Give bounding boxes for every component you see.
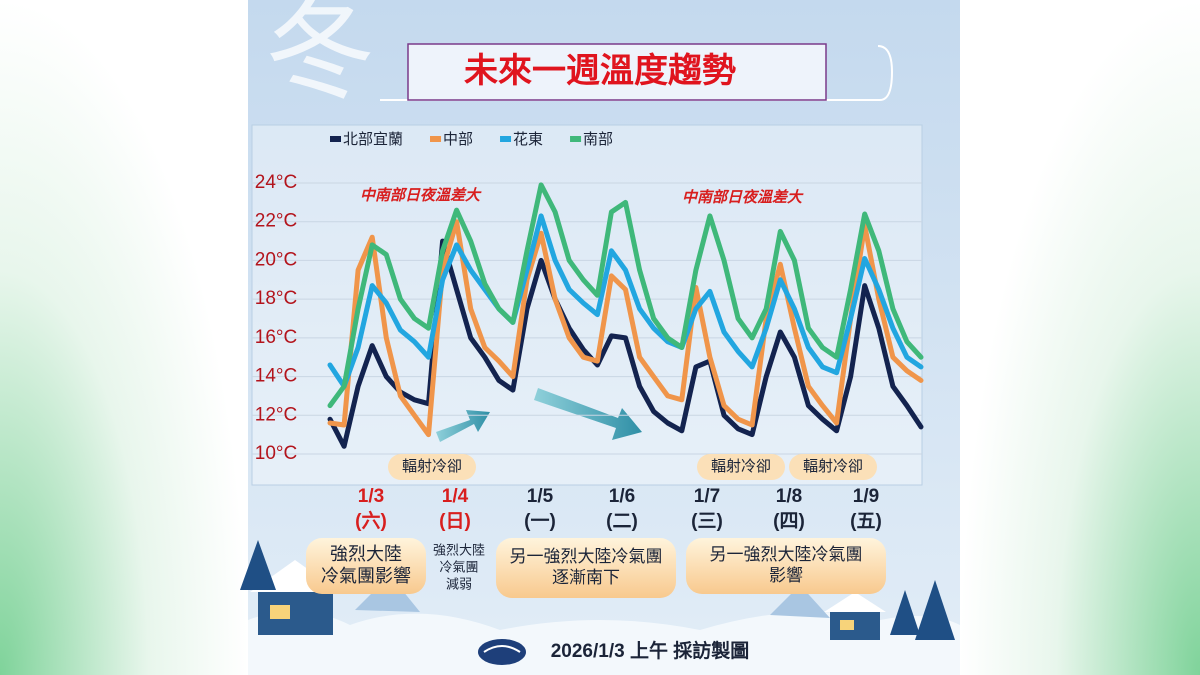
note-box [686, 538, 886, 594]
day-date: 1/4 [442, 486, 469, 507]
watermark: 冬 [265, 0, 375, 113]
day-weekday: (六) [355, 509, 387, 532]
note-text: 逐漸南下 [552, 568, 620, 587]
tree [240, 540, 955, 640]
annotation-pill [789, 454, 877, 480]
day-weekday: (一) [524, 511, 556, 532]
annotation: 輻射冷卻 [402, 458, 462, 475]
title-box [407, 43, 827, 101]
day-date: 1/8 [776, 486, 802, 507]
day-weekday: (五) [850, 511, 882, 532]
side-bg [960, 0, 1200, 675]
note-text: 影響 [769, 566, 803, 585]
legend-swatch [330, 136, 341, 142]
legend-label: 花東 [513, 131, 543, 148]
day-weekday: (二) [606, 511, 638, 532]
snow-hill [248, 611, 960, 675]
legend-label: 中部 [443, 131, 473, 148]
annotation: 中南部日夜溫差大 [682, 188, 804, 206]
note-text: 冷氣團影響 [321, 566, 411, 586]
day-date: 1/7 [694, 486, 720, 507]
annotation: 輻射冷卻 [803, 458, 863, 475]
day-date: 1/5 [527, 486, 554, 507]
title-deco [380, 45, 894, 101]
legend-swatch [430, 136, 442, 142]
note-box [306, 538, 426, 594]
y-tick-label: 14°C [255, 366, 297, 387]
annotation: 輻射冷卻 [711, 458, 771, 475]
annotation-pill [697, 454, 785, 480]
y-tick-label: 22°C [255, 211, 297, 232]
series-line [327, 238, 924, 449]
day-date: 1/3 [358, 486, 384, 507]
day-weekday: (四) [773, 511, 805, 532]
y-tick-label: 10°C [255, 443, 297, 464]
footer: 2026/1/3 上午 採訪製圖 [551, 639, 750, 662]
annotation-pill [388, 454, 476, 480]
arrows [436, 388, 642, 442]
day-weekday: (日) [439, 511, 471, 532]
y-tick-label: 12°C [255, 404, 297, 425]
day-weekday: (三) [691, 511, 723, 532]
annotation: 中南部日夜溫差大 [360, 186, 482, 204]
note-text: 強烈大陸 [330, 544, 402, 564]
y-tick-label: 18°C [255, 288, 297, 309]
series-line [327, 219, 924, 438]
note-text: 減弱 [446, 576, 472, 591]
note-text: 強烈大陸 [433, 542, 485, 557]
note-text: 冷氣團 [439, 559, 478, 574]
note-box [496, 538, 676, 598]
y-tick-label: 24°C [255, 172, 297, 193]
note-text: 另一強烈大陸冷氣團 [710, 545, 863, 564]
legend-swatch [570, 136, 582, 142]
y-tick-label: 20°C [255, 249, 297, 270]
day-date: 1/9 [853, 486, 879, 507]
chart-title: 未來一週溫度趨勢 [464, 52, 736, 90]
note-text: 另一強烈大陸冷氣團 [510, 547, 663, 566]
footer-logo [478, 639, 526, 665]
day-date: 1/6 [609, 486, 635, 507]
chart-layer: 10°C 12°C 14°C 16°C 18°C 20°C 22°C 24°C 北部宜蘭 中部 花東… [252, 131, 924, 598]
legend-label: 北部宜蘭 [343, 131, 403, 148]
series-line [327, 182, 924, 409]
series-line [327, 213, 924, 389]
side-bg [0, 0, 248, 675]
legend-label: 南部 [583, 131, 613, 148]
y-tick-label: 16°C [255, 327, 297, 348]
legend-swatch [500, 136, 512, 142]
mountain [355, 575, 830, 618]
